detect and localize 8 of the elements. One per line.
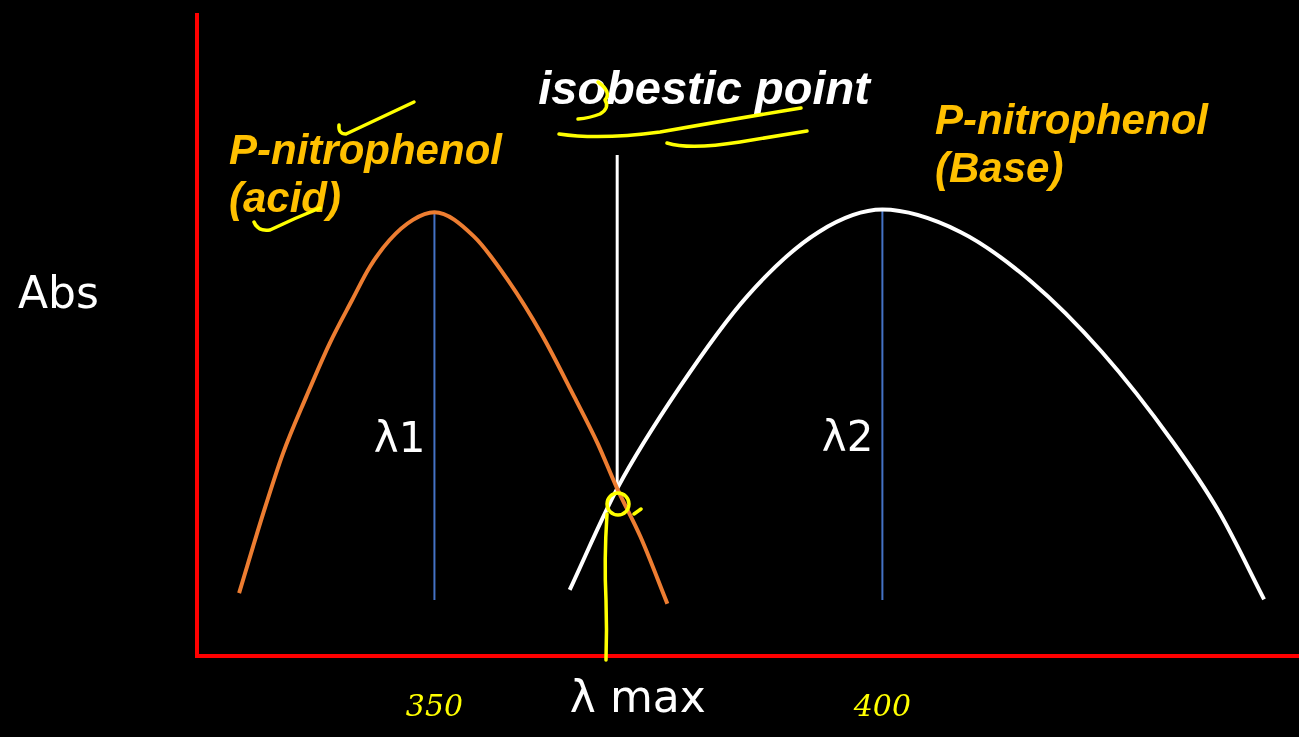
x-axis-title: λ max <box>569 671 706 723</box>
series-label: P-nitrophenol (acid) <box>229 126 504 221</box>
ref-line-label: λ1 <box>373 412 426 462</box>
ref-line-label: λ2 <box>821 411 874 461</box>
x-tick-label: 350 <box>405 687 464 723</box>
x-tick-label: 400 <box>852 687 912 723</box>
y-axis-title: Abs <box>18 267 99 319</box>
series-label: P-nitrophenol (Base) <box>935 96 1210 191</box>
